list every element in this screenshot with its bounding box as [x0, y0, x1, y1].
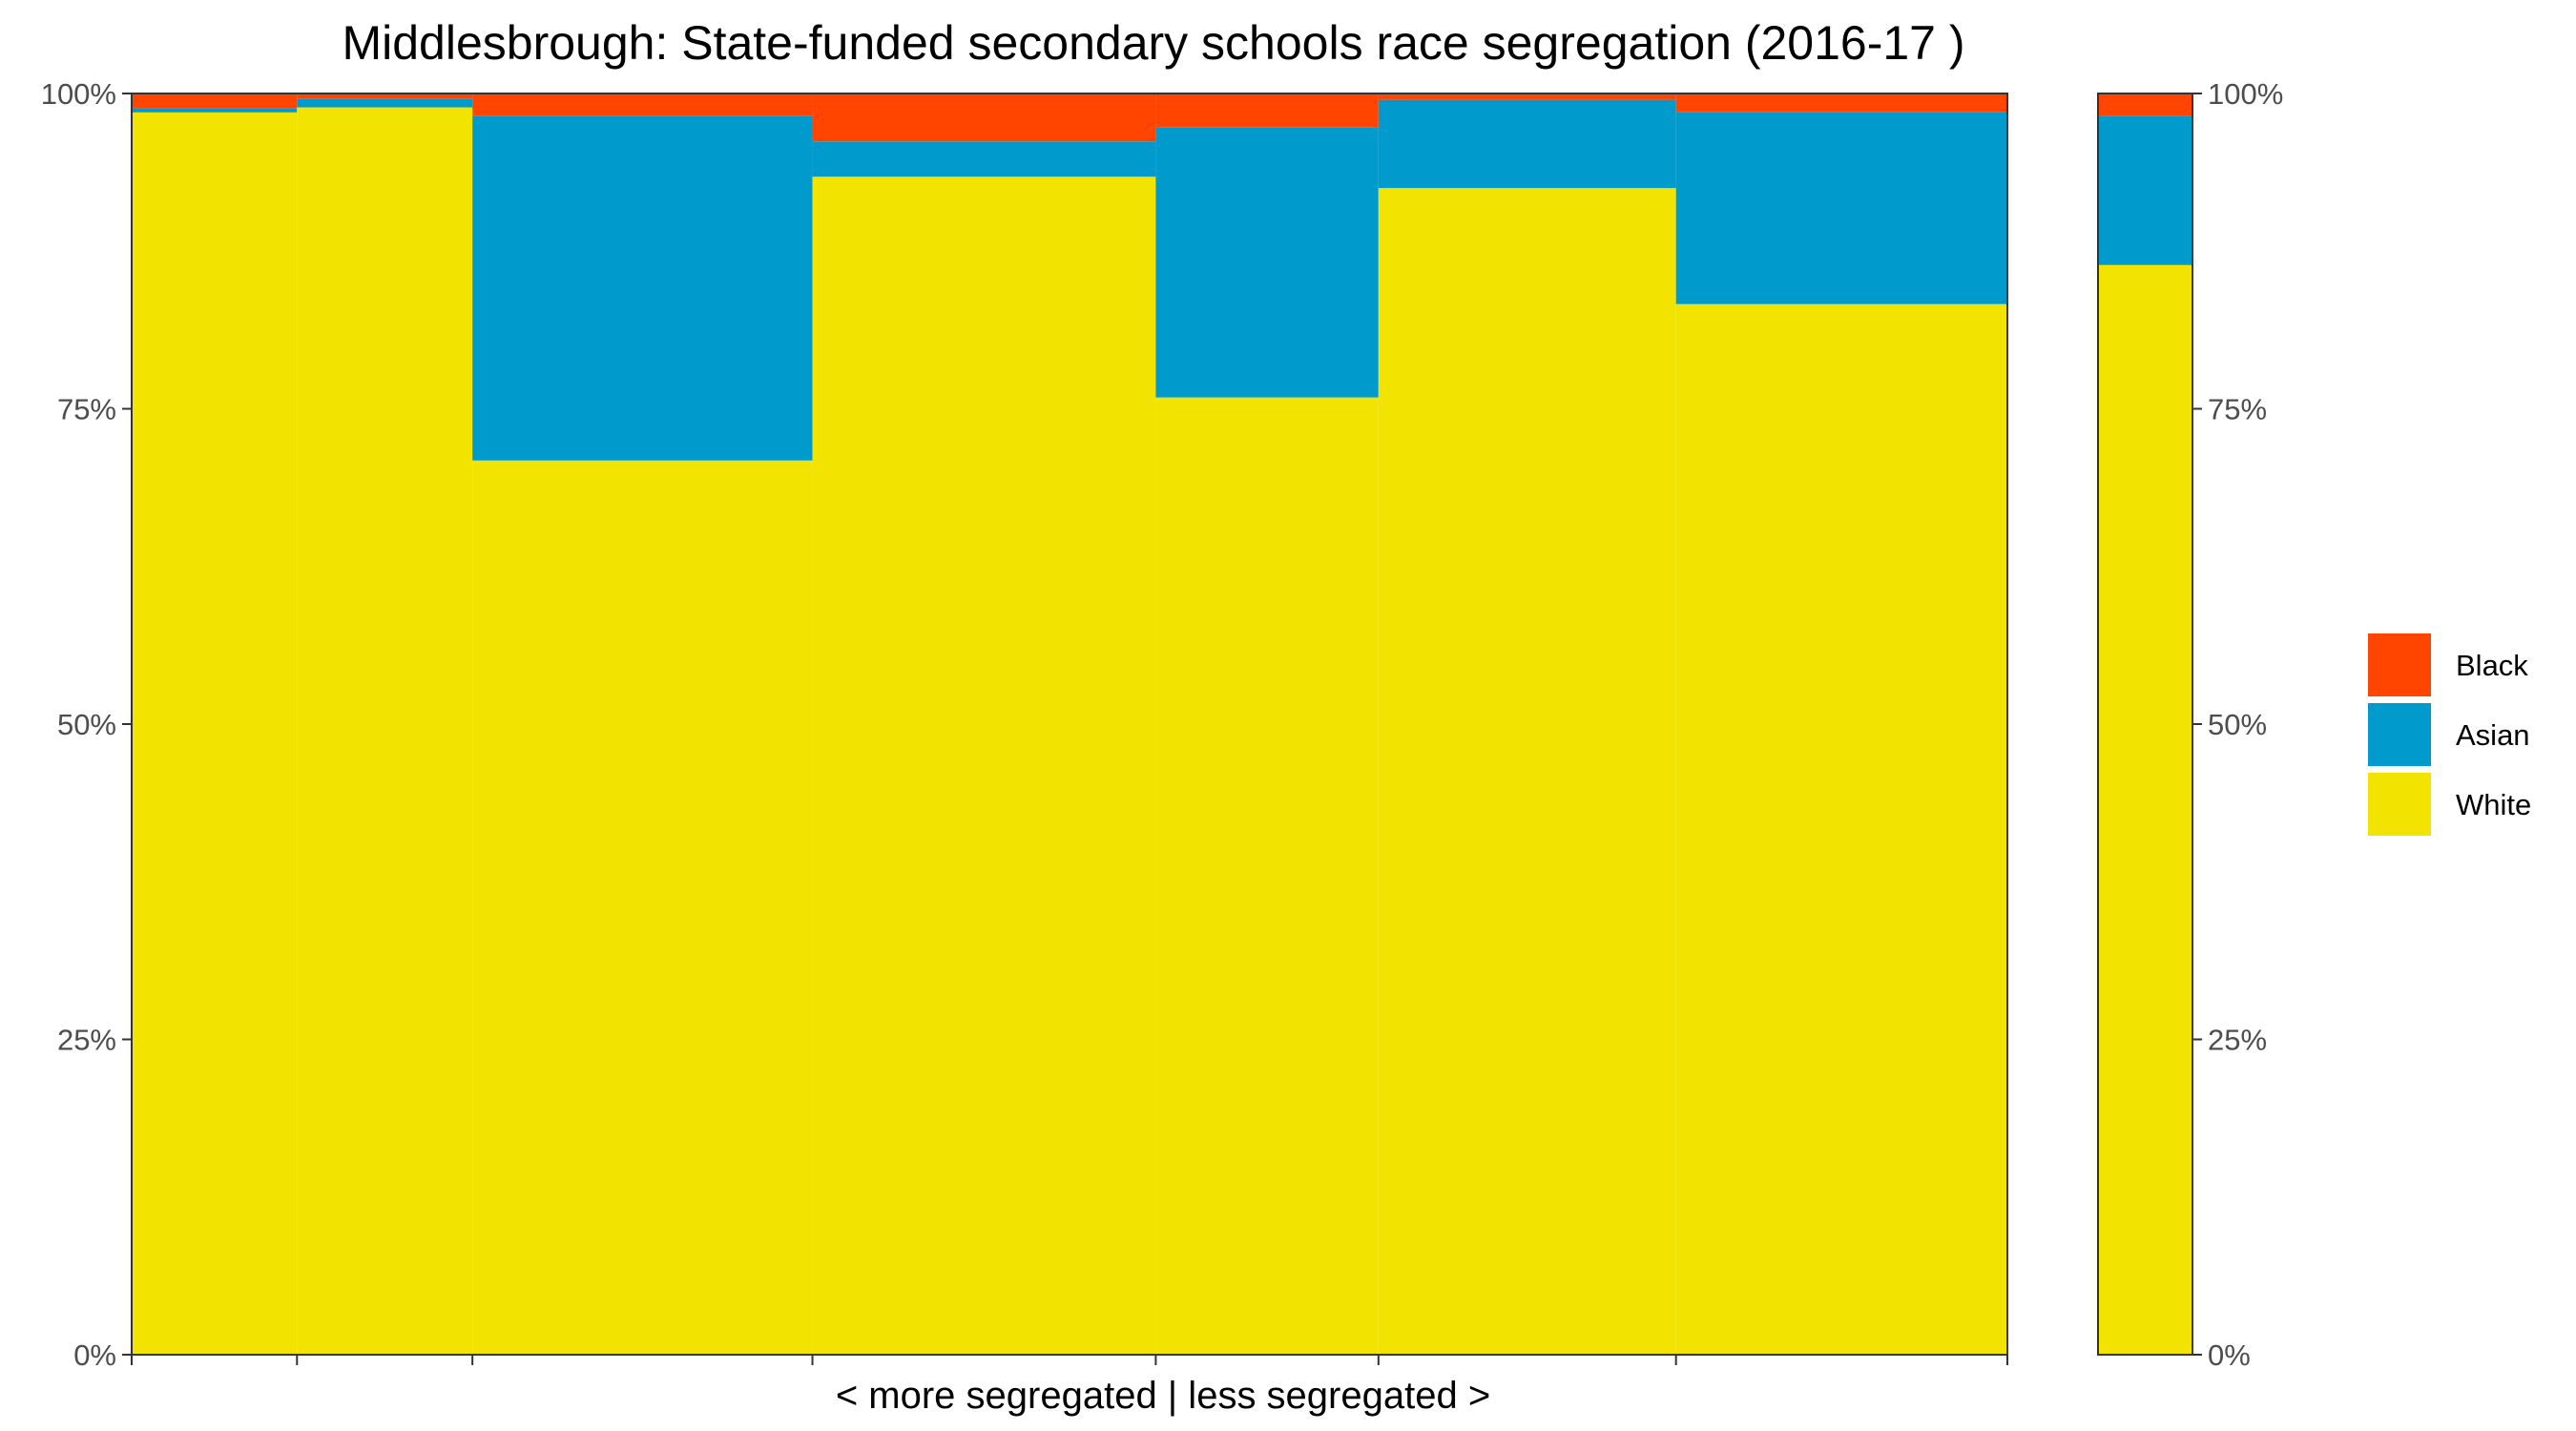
y-tick-label-right: 100%: [2208, 77, 2283, 111]
bar-4-asian-segment: [812, 141, 1156, 177]
legend-label-white: White: [2456, 788, 2531, 821]
bar-overall-white-segment: [2098, 264, 2192, 1355]
bar-4-black-segment: [812, 93, 1156, 142]
bar-6-black-segment: [1378, 93, 1676, 100]
bars-group: [132, 93, 2007, 1356]
bar-1-asian-segment: [132, 108, 298, 113]
y-tick-label-right: 25%: [2208, 1024, 2267, 1057]
chart-title: Middlesbrough: State-funded secondary sc…: [342, 16, 1964, 70]
legend-key-black: [2368, 633, 2431, 696]
bar-3-white-segment: [472, 460, 813, 1355]
legend-key-asian: [2368, 703, 2431, 766]
bar-2-asian-segment: [297, 98, 473, 108]
bar-7-white-segment: [1675, 303, 2007, 1356]
x-axis-ticks: [131, 1355, 2008, 1365]
y-tick-label-right: 50%: [2208, 708, 2267, 741]
y-tick-label-right: 0%: [2208, 1338, 2251, 1372]
bar-7-asian-segment: [1675, 112, 2007, 304]
x-axis-label: < more segregated | less segregated >: [836, 1375, 1490, 1417]
y-tick-label-left: 100%: [41, 77, 116, 111]
bar-6-white-segment: [1378, 188, 1676, 1355]
bar-5-asian-segment: [1155, 127, 1379, 398]
y-tick-label-left: 50%: [57, 708, 116, 741]
y-axis-left: 0% 25% 50% 75% 100%: [41, 77, 132, 1372]
bar-6-asian-segment: [1378, 99, 1676, 189]
legend-label-black: Black: [2456, 649, 2528, 682]
overall-bar-group: [2098, 93, 2192, 1355]
y-tick-label-right: 75%: [2208, 393, 2267, 426]
bar-1-white-segment: [132, 112, 298, 1356]
bar-overall-black-segment: [2098, 93, 2192, 116]
y-tick-label-left: 0%: [73, 1338, 116, 1372]
bar-3-asian-segment: [472, 115, 813, 461]
bar-overall-asian-segment: [2098, 115, 2192, 265]
legend: Black Asian White: [2368, 633, 2531, 836]
bar-2-white-segment: [297, 107, 473, 1356]
bar-4-white-segment: [812, 176, 1156, 1356]
bar-5-black-segment: [1155, 93, 1379, 128]
bar-5-white-segment: [1155, 397, 1379, 1355]
legend-label-asian: Asian: [2456, 718, 2530, 752]
y-axis-right: 0% 25% 50% 75% 100%: [2192, 77, 2283, 1372]
legend-key-white: [2368, 773, 2431, 836]
y-tick-label-left: 75%: [57, 393, 116, 426]
bar-7-black-segment: [1675, 93, 2007, 113]
bar-3-black-segment: [472, 93, 813, 116]
y-tick-label-left: 25%: [57, 1024, 116, 1057]
bar-2-black-segment: [297, 93, 473, 99]
bar-1-black-segment: [132, 93, 298, 109]
